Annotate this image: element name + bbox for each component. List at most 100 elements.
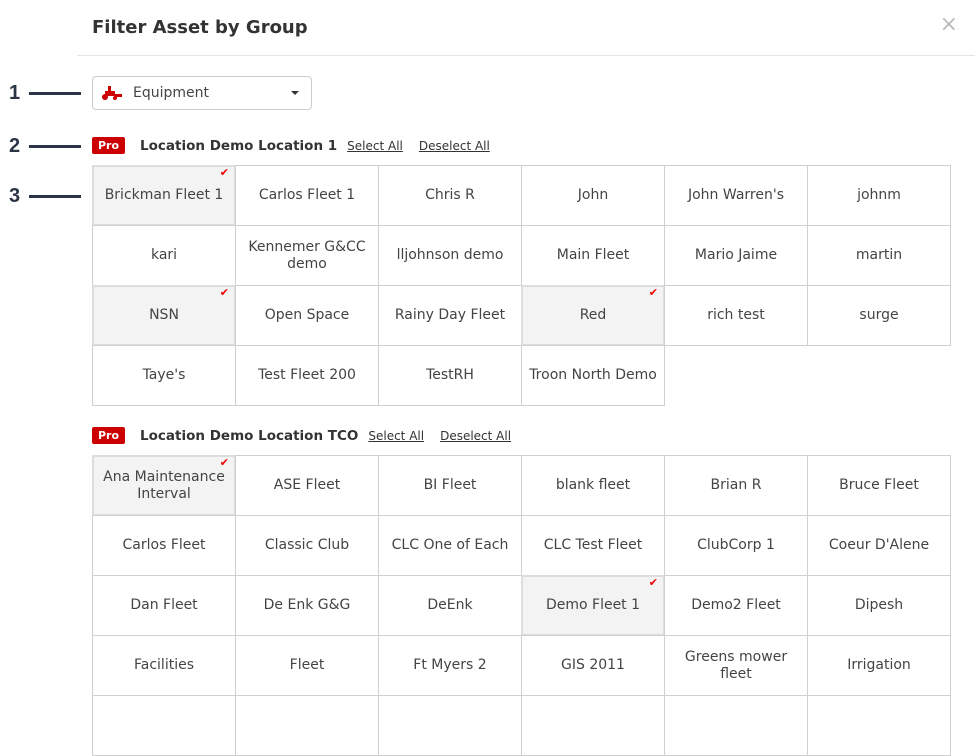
group-cell[interactable]: John Warren's [664,165,808,226]
group-cell[interactable]: Bruce Fleet [807,455,951,516]
group-cell-label: John Warren's [687,187,784,203]
modal-header: Filter Asset by Group × [77,0,975,56]
group-cell[interactable]: Greens mower fleet [664,635,808,696]
group-cell[interactable]: TestRH [378,345,522,406]
group-cell[interactable]: Demo Fleet 1 ✔ [521,575,665,636]
group-cell-label: Classic Club [264,537,350,553]
group-cell[interactable]: Ft Myers 2 [378,635,522,696]
group-cell[interactable]: martin [807,225,951,286]
group-cell[interactable]: Troon North Demo [521,345,665,406]
callout-2: 2 [9,135,82,158]
pro-badge: Pro [92,137,126,154]
group-cell[interactable] [664,695,808,756]
group-cell-label: blank fleet [555,477,631,493]
check-icon: ✔ [219,456,229,469]
group-cell[interactable]: Dipesh [807,575,951,636]
group-cell-label: Main Fleet [556,247,630,263]
group-cell[interactable]: Facilities [92,635,236,696]
group-cell-label: TestRH [426,367,474,383]
group-cell[interactable]: Open Space [235,285,379,346]
callout-line [29,195,82,198]
group-cell[interactable]: Rainy Day Fleet [378,285,522,346]
group-cell[interactable]: CLC One of Each [378,515,522,576]
group-cell[interactable]: kari [92,225,236,286]
group-cell[interactable]: CLC Test Fleet [521,515,665,576]
deselect-all-link[interactable]: Deselect All [440,428,512,443]
callout-number: 2 [9,135,21,157]
group-cell[interactable] [807,695,951,756]
close-icon[interactable]: × [939,12,958,37]
group-cell[interactable]: blank fleet [521,455,665,516]
group-cell-label: Kennemer G&CC demo [248,238,366,272]
group-cell-label: Open Space [264,307,350,323]
group-cell[interactable]: Demo2 Fleet [664,575,808,636]
group-cell[interactable]: Fleet [235,635,379,696]
group-cell[interactable] [92,695,236,756]
group-cell-label: Ft Myers 2 [413,657,487,673]
group-cell[interactable] [521,695,665,756]
callout-line [29,145,82,148]
group-cell[interactable]: Main Fleet [521,225,665,286]
group-cell[interactable]: surge [807,285,951,346]
group-cell[interactable]: DeEnk [378,575,522,636]
group-name: Location Demo Location TCO [140,427,359,444]
group-cell[interactable]: GIS 2011 [521,635,665,696]
group-cell[interactable]: Mario Jaime [664,225,808,286]
deselect-all-link[interactable]: Deselect All [418,138,490,153]
group-cell-label: ClubCorp 1 [697,537,775,553]
group-cell[interactable]: Irrigation [807,635,951,696]
group-cell[interactable]: Dan Fleet [92,575,236,636]
group-cell[interactable]: ASE Fleet [235,455,379,516]
callout-3: 3 [9,185,82,208]
group-cell[interactable]: Kennemer G&CC demo [235,225,379,286]
group-cell[interactable]: BI Fleet [378,455,522,516]
group-header: Pro Location Demo Location 1 Select All … [92,137,506,154]
group-cell-label: GIS 2011 [561,657,625,673]
asset-type-select[interactable]: Equipment [92,76,312,110]
group-cell-label: CLC One of Each [391,537,509,553]
group-cell[interactable]: rich test [664,285,808,346]
group-cell-label: Test Fleet 200 [258,367,356,383]
callout-number: 1 [9,82,21,104]
check-icon: ✔ [648,576,658,589]
group-cell-label: rich test [707,307,765,323]
group-cell-label: Brickman Fleet 1 [104,187,224,203]
group-cell[interactable]: Brian R [664,455,808,516]
group-cell[interactable]: Brickman Fleet 1 ✔ [92,165,236,226]
group-cell[interactable]: Classic Club [235,515,379,576]
group-cell[interactable]: John [521,165,665,226]
group-cell-label: Carlos Fleet 1 [258,187,356,203]
group-cell[interactable]: Test Fleet 200 [235,345,379,406]
select-all-link[interactable]: Select All [347,138,403,153]
group-cell-label: Chris R [425,187,475,203]
group-cell[interactable]: lljohnson demo [378,225,522,286]
group-cell[interactable]: Red ✔ [521,285,665,346]
group-cell[interactable]: ClubCorp 1 [664,515,808,576]
group-cell[interactable]: Chris R [378,165,522,226]
group-cell-label: Taye's [142,367,186,383]
group-cell-label: BI Fleet [423,477,477,493]
group-cell-label: Coeur D'Alene [828,537,930,553]
mower-icon [102,86,122,100]
group-cell-label: Ana Maintenance Interval [103,468,225,502]
group-cell[interactable] [378,695,522,756]
group-cell-label: martin [855,247,903,263]
group-cell[interactable]: Taye's [92,345,236,406]
group-cell[interactable]: Carlos Fleet [92,515,236,576]
group-cell-label: John [577,187,609,203]
callout-number: 3 [9,185,21,207]
check-icon: ✔ [219,166,229,179]
group-cell[interactable] [235,695,379,756]
group-cell[interactable]: johnm [807,165,951,226]
group-cell[interactable]: De Enk G&G [235,575,379,636]
select-all-link[interactable]: Select All [368,428,425,443]
group-cell[interactable]: Ana Maintenance Interval ✔ [92,455,236,516]
group-cell[interactable]: NSN ✔ [92,285,236,346]
group-cell-label: NSN [149,307,179,323]
group-cell[interactable]: Coeur D'Alene [807,515,951,576]
group-cell-label: Facilities [134,657,194,673]
group-cell[interactable]: Carlos Fleet 1 [235,165,379,226]
group-cell-label: Brian R [710,477,762,493]
group-header: Pro Location Demo Location TCO Select Al… [92,427,527,444]
group-cell-label: Bruce Fleet [839,477,919,493]
